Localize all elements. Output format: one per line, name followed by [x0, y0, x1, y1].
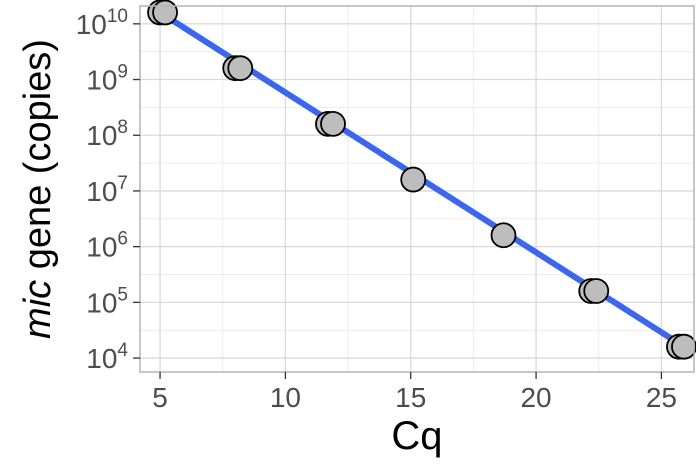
y-tick-label: 104 [86, 340, 128, 374]
x-tick-label: 25 [646, 382, 677, 413]
x-tick-label: 10 [270, 382, 301, 413]
data-point [400, 166, 427, 193]
panel-border [139, 5, 695, 373]
data-point [490, 222, 517, 249]
data-point [227, 55, 254, 82]
points-group [147, 0, 696, 360]
data-point [152, 0, 178, 26]
y-axis-title-rest: gene (copies) [17, 39, 59, 280]
data-point [671, 333, 696, 360]
data-point [320, 110, 346, 137]
minor-grid [140, 6, 694, 372]
y-tick-label: 109 [86, 62, 128, 96]
y-axis-ticks: 104 105 106 107 108 109 1010 [76, 6, 140, 374]
x-tick-label: 5 [152, 382, 168, 413]
y-tick-label: 107 [86, 173, 128, 207]
x-axis-ticks: 5 10 15 20 25 [152, 372, 677, 413]
y-tick-label: 1010 [76, 6, 128, 40]
y-tick-label: 108 [86, 117, 128, 151]
x-tick-label: 15 [395, 382, 426, 413]
y-axis-title: mic gene (copies) [17, 39, 59, 339]
x-axis-title: Cq [391, 414, 442, 458]
data-point [583, 278, 610, 304]
y-tick-label: 106 [86, 229, 128, 263]
y-axis-title-italic: mic [17, 280, 59, 339]
y-tick-label: 105 [86, 284, 128, 318]
x-tick-label: 20 [520, 382, 551, 413]
